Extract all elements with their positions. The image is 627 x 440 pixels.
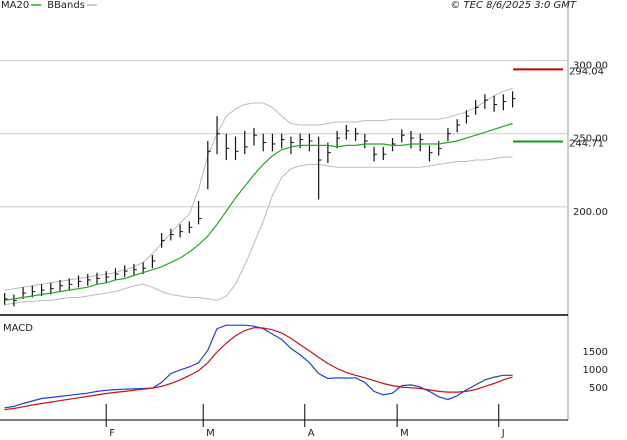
y-tick-label: 500 bbox=[589, 383, 608, 394]
macd-line bbox=[4, 327, 513, 411]
legend-label: BBands bbox=[47, 0, 85, 11]
legend-label: MA20 bbox=[1, 0, 29, 11]
ma-line bbox=[4, 122, 513, 301]
x-tick-label: A bbox=[308, 428, 315, 439]
x-tick-label: M bbox=[206, 428, 215, 439]
last-value-label: 244.71 bbox=[569, 138, 604, 149]
y-tick-label: 200.00 bbox=[573, 207, 608, 218]
source: © TEC 8/6/2025 3:0 GMT bbox=[450, 0, 577, 11]
x-tick-label: M bbox=[400, 428, 409, 439]
bollinger-band bbox=[4, 87, 513, 291]
y-tick-label: 1500 bbox=[583, 347, 608, 358]
y-tick-label: 250.00 bbox=[573, 134, 608, 145]
x-tick-label: J bbox=[501, 428, 505, 439]
y-tick-label: 1000 bbox=[583, 365, 608, 376]
x-tick-label: F bbox=[109, 428, 115, 439]
y-tick-label: 300.00 bbox=[573, 61, 608, 72]
bollinger-band bbox=[4, 156, 513, 306]
last-value-label: 294.04 bbox=[569, 66, 604, 77]
macd-title: MACD bbox=[3, 323, 33, 334]
